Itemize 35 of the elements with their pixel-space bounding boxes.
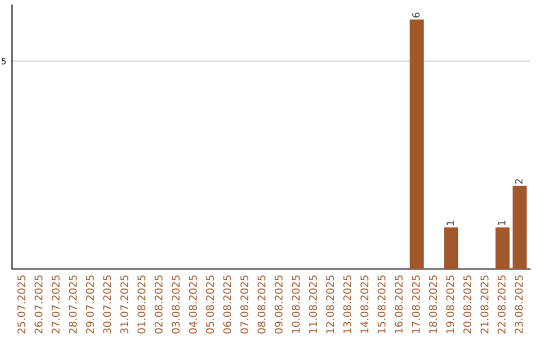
x-tick-label: 07.08.2025 xyxy=(240,275,248,334)
x-tick-label: 25.07.2025 xyxy=(17,275,26,334)
x-tick-label: 22.08.2025 xyxy=(498,275,506,334)
x-tick-label: 28.07.2025 xyxy=(68,275,77,334)
x-tick-label: 21.08.2025 xyxy=(480,275,488,334)
data-label: 1 xyxy=(498,220,506,225)
x-tick-label: 06.08.2025 xyxy=(223,275,232,334)
x-tick-label: 08.08.2025 xyxy=(258,275,266,334)
x-tick-label: 17.08.2025 xyxy=(412,275,420,334)
x-tick-label: 18.08.2025 xyxy=(429,275,437,334)
x-tick-label: 12.08.2025 xyxy=(326,275,334,334)
x-tick-label: 20.08.2025 xyxy=(463,275,472,334)
x-tick-label: 31.07.2025 xyxy=(120,275,128,334)
x-tick-label: 16.08.2025 xyxy=(394,275,403,334)
data-label: 2 xyxy=(515,179,522,184)
x-tick-label: 29.07.2025 xyxy=(86,275,94,334)
data-label: 1 xyxy=(446,220,454,225)
x-tick-label: 03.08.2025 xyxy=(172,275,180,334)
x-tick-label: 10.08.2025 xyxy=(292,275,300,334)
x-tick-label: 04.08.2025 xyxy=(188,275,197,334)
x-tick-label: 13.08.2025 xyxy=(343,275,352,334)
x-tick-label: 05.08.2025 xyxy=(206,275,214,334)
x-tick-label: 19.08.2025 xyxy=(446,275,454,334)
y-tick-label: 5 xyxy=(2,58,6,64)
x-tick-label: 01.08.2025 xyxy=(138,275,146,334)
x-tick-label: 26.07.2025 xyxy=(34,275,42,334)
x-tick-label: 09.08.2025 xyxy=(274,275,283,334)
x-tick-label: 27.07.2025 xyxy=(52,275,60,334)
x-tick-label: 23.08.2025 xyxy=(514,275,523,334)
x-tick-label: 30.07.2025 xyxy=(103,275,112,334)
x-tick-label: 02.08.2025 xyxy=(154,275,163,334)
x-tick-label: 11.08.2025 xyxy=(309,275,317,334)
x-tick-label: 15.08.2025 xyxy=(378,275,386,334)
x-tick-label: 14.08.2025 xyxy=(360,275,368,334)
data-label: 6 xyxy=(412,12,420,18)
